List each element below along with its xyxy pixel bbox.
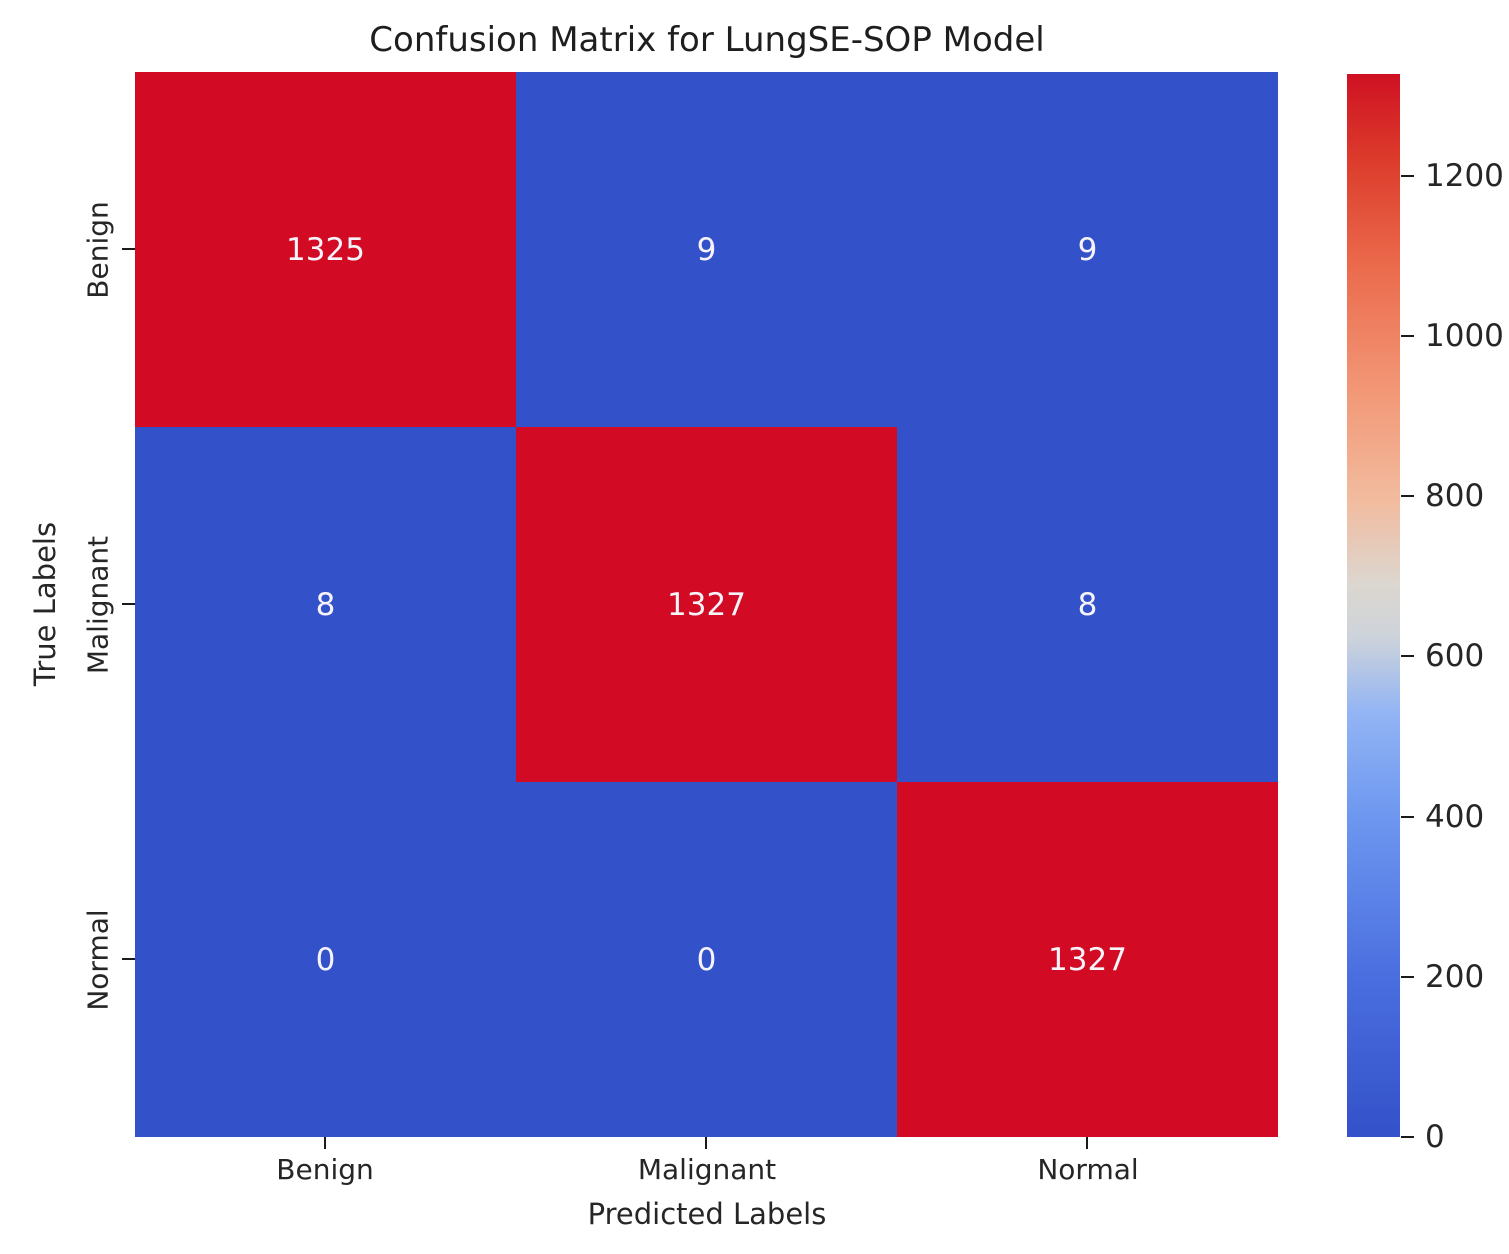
colorbar [1347,74,1400,1137]
heatmap-cell: 9 [516,72,897,427]
cell-value: 0 [315,941,336,978]
heatmap-cell: 1325 [135,72,516,427]
x-tick-mark [705,1137,707,1149]
cell-value: 1325 [286,231,365,268]
cell-value: 1327 [667,586,746,623]
x-tick-label-malignant: Malignant [637,1153,777,1186]
heatmap-cell: 1327 [897,782,1278,1137]
heatmap-cell: 8 [135,427,516,782]
colorbar-tick-mark [1401,175,1414,177]
cell-value: 1327 [1048,941,1127,978]
y-axis-label: True Labels [28,521,62,687]
colorbar-tick-label: 400 [1425,799,1485,835]
chart-title: Confusion Matrix for LungSE-SOP Model [369,20,1045,60]
x-tick-mark [324,1137,326,1149]
cell-value: 9 [696,231,717,268]
colorbar-tick-label: 1000 [1425,318,1504,354]
colorbar-tick-mark [1401,816,1414,818]
colorbar-tick-label: 0 [1425,1119,1445,1155]
colorbar-tick-mark [1401,495,1414,497]
y-tick-mark [122,958,135,960]
heatmap-cell: 9 [897,72,1278,427]
heatmap-cell: 1327 [516,427,897,782]
x-tick-label-normal: Normal [1037,1153,1139,1186]
cell-value: 8 [1077,586,1098,623]
y-tick-mark [122,603,135,605]
heatmap-cell: 0 [135,782,516,1137]
y-tick-mark [122,248,135,250]
colorbar-tick-mark [1401,655,1414,657]
colorbar-tick-label: 800 [1425,478,1485,514]
y-tick-label-benign: Benign [81,201,115,299]
x-tick-mark [1086,1137,1088,1149]
heatmap-grid: 1325 9 9 8 1327 8 0 0 1327 [135,72,1278,1137]
colorbar-tick-mark [1401,1136,1414,1138]
y-tick-label-malignant: Malignant [81,535,115,675]
colorbar-tick-label: 1200 [1425,158,1504,194]
cell-value: 0 [696,941,717,978]
colorbar-tick-label: 200 [1425,959,1485,995]
colorbar-tick-mark [1401,335,1414,337]
x-axis-label: Predicted Labels [587,1197,827,1231]
cell-value: 9 [1077,231,1098,268]
heatmap-cell: 8 [897,427,1278,782]
x-tick-label-benign: Benign [276,1153,374,1186]
colorbar-tick-label: 600 [1425,638,1485,674]
heatmap-cell: 0 [516,782,897,1137]
colorbar-tick-mark [1401,976,1414,978]
cell-value: 8 [315,586,336,623]
y-tick-label-normal: Normal [81,909,115,1011]
